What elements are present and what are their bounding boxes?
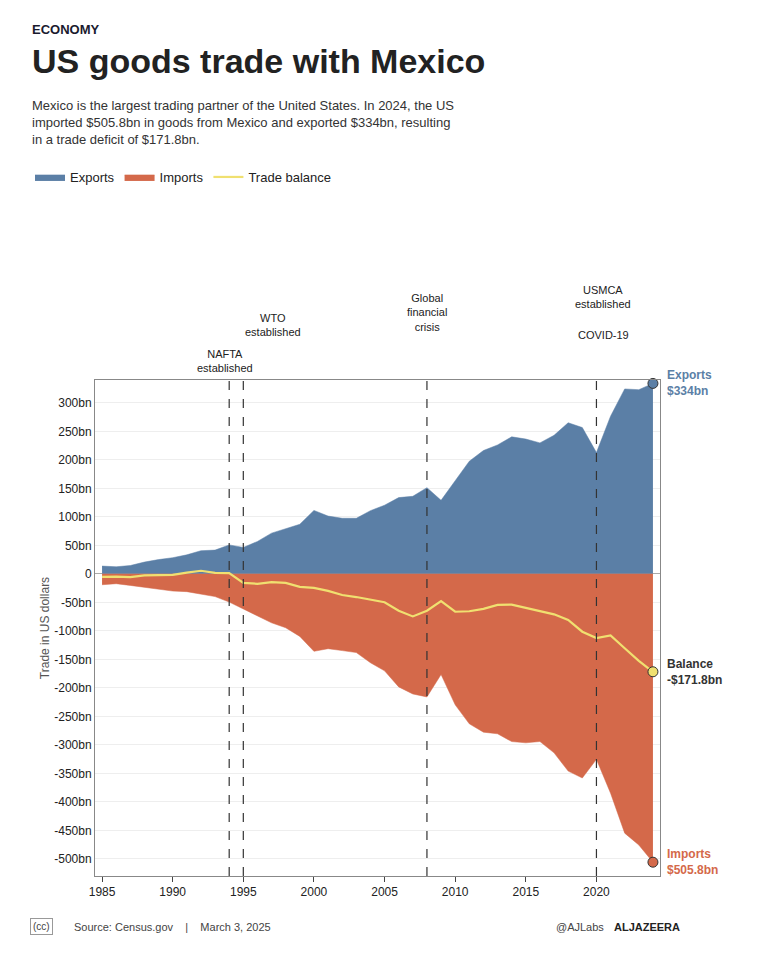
svg-text:2020: 2020 bbox=[583, 885, 610, 899]
svg-text:-150bn: -150bn bbox=[54, 653, 91, 667]
svg-text:Source: Census.gov | Mar: Source: Census.gov | March 3, 2025 bbox=[74, 921, 271, 933]
svg-text:USMCAestablished: USMCAestablished bbox=[575, 284, 631, 310]
svg-text:ALJAZEERA: ALJAZEERA bbox=[614, 921, 680, 933]
svg-text:WTOestablished: WTOestablished bbox=[245, 312, 301, 338]
svg-text:NAFTAestablished: NAFTAestablished bbox=[197, 348, 253, 374]
svg-text:0: 0 bbox=[85, 567, 92, 581]
svg-text:-200bn: -200bn bbox=[54, 681, 91, 695]
svg-text:250bn: 250bn bbox=[58, 425, 91, 439]
svg-text:Mexico is the largest trading: Mexico is the largest trading partner of… bbox=[32, 98, 454, 147]
svg-text:-300bn: -300bn bbox=[54, 738, 91, 752]
svg-text:Exports$334bn: Exports$334bn bbox=[667, 368, 712, 398]
svg-text:Trade balance: Trade balance bbox=[248, 170, 331, 185]
svg-text:2000: 2000 bbox=[301, 885, 328, 899]
svg-text:Trade in US dollars: Trade in US dollars bbox=[38, 577, 52, 679]
svg-text:Balance-$171.8bn: Balance-$171.8bn bbox=[667, 657, 722, 687]
svg-text:100bn: 100bn bbox=[58, 510, 91, 524]
svg-text:2005: 2005 bbox=[371, 885, 398, 899]
svg-text:-50bn: -50bn bbox=[61, 596, 92, 610]
svg-text:Imports: Imports bbox=[160, 170, 204, 185]
svg-text:-450bn: -450bn bbox=[54, 824, 91, 838]
svg-text:150bn: 150bn bbox=[58, 482, 91, 496]
svg-text:@AJLabs: @AJLabs bbox=[556, 921, 604, 933]
svg-text:COVID-19: COVID-19 bbox=[578, 329, 629, 341]
svg-text:1985: 1985 bbox=[89, 885, 116, 899]
svg-text:US goods trade with Mexico: US goods trade with Mexico bbox=[32, 42, 485, 80]
svg-text:2015: 2015 bbox=[512, 885, 539, 899]
svg-text:Imports$505.8bn: Imports$505.8bn bbox=[667, 847, 718, 877]
svg-text:2010: 2010 bbox=[442, 885, 469, 899]
svg-text:Globalfinancialcrisis: Globalfinancialcrisis bbox=[407, 292, 447, 333]
svg-text:50bn: 50bn bbox=[65, 539, 92, 553]
svg-text:-250bn: -250bn bbox=[54, 710, 91, 724]
svg-text:-400bn: -400bn bbox=[54, 795, 91, 809]
svg-text:300bn: 300bn bbox=[58, 396, 91, 410]
svg-text:-100bn: -100bn bbox=[54, 624, 91, 638]
svg-text:-350bn: -350bn bbox=[54, 767, 91, 781]
svg-text:Exports: Exports bbox=[70, 170, 115, 185]
svg-text:(cc): (cc) bbox=[33, 921, 50, 932]
svg-text:ECONOMY: ECONOMY bbox=[32, 22, 100, 37]
svg-text:1990: 1990 bbox=[159, 885, 186, 899]
svg-text:1995: 1995 bbox=[230, 885, 257, 899]
svg-text:-500bn: -500bn bbox=[54, 852, 91, 866]
svg-text:200bn: 200bn bbox=[58, 453, 91, 467]
